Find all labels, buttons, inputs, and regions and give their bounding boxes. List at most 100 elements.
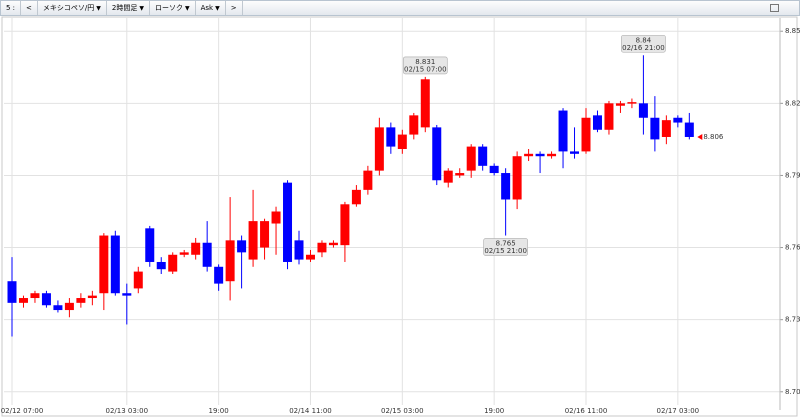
candle-body	[604, 103, 614, 130]
toolbar: 5 : < メキシコペソ/円 ▼ 2時間足 ▼ ローソク ▼ Ask ▼ >	[0, 0, 800, 16]
candle-body	[535, 153, 545, 157]
candle-body	[432, 127, 442, 181]
candle-body	[41, 293, 51, 306]
candle-body	[202, 242, 212, 267]
candle-body	[271, 211, 281, 224]
menu-button[interactable]: 5 :	[1, 1, 22, 15]
period-select[interactable]: 2時間足 ▼	[107, 1, 150, 15]
annotation-time: 02/15 21:00	[484, 247, 527, 255]
period-label: 2時間足	[111, 4, 138, 12]
annotation-box	[621, 34, 666, 53]
prev-button[interactable]: <	[21, 1, 38, 15]
chart-frame	[1, 16, 798, 417]
candle-body	[76, 298, 86, 303]
candle-body	[145, 228, 155, 262]
candle-body	[64, 302, 74, 311]
annotation-price: 8.831	[415, 58, 435, 66]
candle-body	[179, 252, 189, 255]
candle-body	[7, 281, 17, 303]
candle-body	[87, 295, 97, 299]
chart: 8.850 8.820 8.790 8.760 8.730 8.700 02/12 07:0…	[1, 16, 800, 417]
x-tick-label: 19:00	[209, 407, 229, 415]
candle-body	[133, 271, 143, 289]
candle-body	[650, 117, 660, 140]
candle-body	[328, 242, 338, 246]
price-side-select[interactable]: Ask ▼	[196, 1, 226, 15]
annotation-box	[483, 238, 528, 256]
next-button[interactable]: >	[226, 1, 243, 15]
candle-body	[524, 153, 534, 157]
candle-body	[386, 127, 396, 147]
candle-body	[581, 117, 591, 152]
annotation-price: 8.765	[496, 240, 516, 248]
annotation-time: 02/15 07:00	[404, 65, 447, 73]
candle-body	[53, 305, 63, 311]
candle-body	[122, 293, 132, 296]
candle-body	[260, 221, 270, 248]
candle-body	[168, 254, 178, 272]
x-tick-label: 19:00	[484, 407, 504, 415]
candle-body	[455, 173, 465, 176]
candle-body	[478, 146, 488, 166]
symbol-label: メキシコペソ/円	[42, 4, 95, 12]
candle-body	[156, 261, 166, 270]
y-tick-label: 8.820	[785, 99, 800, 107]
candle-body	[420, 79, 430, 128]
x-tick-label: 02/17 03:00	[657, 407, 700, 415]
candle-body	[305, 254, 315, 260]
candle-body	[317, 242, 327, 253]
candle-body	[225, 240, 235, 282]
chart-type-label: ローソク	[155, 4, 183, 12]
annotation-time: 02/16 21:00	[622, 44, 665, 52]
x-tick-label: 02/13 03:00	[106, 407, 149, 415]
price-side-label: Ask	[200, 4, 214, 12]
annotation-box	[402, 56, 448, 75]
candle-body	[409, 115, 419, 135]
candle-body	[547, 153, 557, 157]
candle-body	[30, 293, 40, 299]
last-price-label: 8.806	[703, 133, 724, 141]
candle-body	[374, 127, 384, 171]
candle-body	[99, 235, 109, 294]
chart-type-select[interactable]: ローソク ▼	[150, 1, 196, 15]
x-tick-label: 02/12 07:00	[1, 407, 44, 415]
candle-body	[466, 146, 476, 171]
maximize-button[interactable]	[770, 4, 779, 12]
symbol-select[interactable]: メキシコペソ/円 ▼	[38, 1, 107, 15]
x-tick-label: 02/16 11:00	[565, 407, 608, 415]
candle-body	[214, 266, 224, 284]
y-tick-label: 8.760	[785, 244, 800, 252]
candle-body	[592, 115, 602, 130]
candle-body	[283, 182, 293, 262]
candle-body	[673, 117, 683, 123]
candle-body	[340, 204, 350, 246]
candle-body	[489, 165, 499, 174]
candle-body	[110, 235, 120, 294]
y-tick-label: 8.850	[785, 27, 800, 35]
candle-body	[351, 189, 361, 205]
candle-body	[684, 122, 694, 137]
last-price-arrow	[697, 133, 703, 140]
candle-body	[397, 134, 407, 150]
y-tick-label: 8.790	[785, 171, 800, 179]
candle-body	[558, 110, 568, 152]
candle-body	[615, 103, 625, 106]
candle-body	[627, 102, 637, 104]
candle-body	[501, 173, 511, 200]
candle-body	[191, 242, 201, 255]
candle-body	[248, 221, 258, 260]
candle-body	[661, 120, 671, 137]
candle-body	[18, 298, 28, 303]
candle-body	[294, 240, 304, 260]
candle-body	[363, 170, 373, 190]
y-tick-label: 8.730	[785, 316, 800, 324]
candle-body	[443, 170, 453, 183]
y-tick-label: 8.700	[785, 388, 800, 396]
annotation-price: 8.84	[636, 36, 652, 44]
x-tick-label: 02/15 03:00	[381, 407, 424, 415]
candle-body	[237, 240, 247, 253]
x-tick-label: 02/14 11:00	[289, 407, 332, 415]
candle-body	[638, 103, 648, 118]
candle-body	[570, 151, 580, 154]
